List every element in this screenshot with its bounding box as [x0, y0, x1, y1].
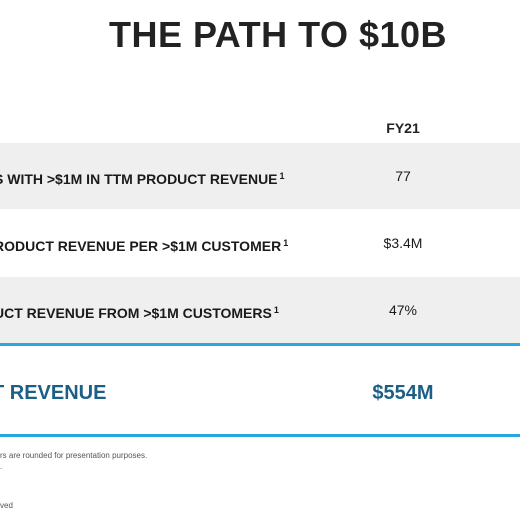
row-label: RODUCT REVENUE PER >$1M CUSTOMER 1	[0, 210, 288, 276]
footnote-mark: 1	[273, 305, 279, 315]
row-label-text: UCT REVENUE FROM >$1M CUSTOMERS	[0, 305, 272, 321]
footnote: .	[0, 462, 3, 471]
footnote-mark: 1	[279, 171, 285, 181]
row-label: UCT REVENUE FROM >$1M CUSTOMERS 1	[0, 277, 279, 343]
footnote: ved	[0, 501, 13, 510]
footnote-mark: 1	[283, 238, 289, 248]
table-row: UCT REVENUE FROM >$1M CUSTOMERS 1 47%	[0, 277, 520, 343]
total-label: T REVENUE	[0, 382, 107, 404]
total-value: $554M	[372, 382, 434, 404]
row-value: 77	[395, 168, 411, 184]
row-label-text: S WITH >$1M IN TTM PRODUCT REVENUE	[0, 171, 278, 187]
divider-top	[0, 343, 520, 346]
footnote: rs are rounded for presentation purposes…	[0, 451, 148, 460]
divider-bottom	[0, 434, 520, 437]
table-row: S WITH >$1M IN TTM PRODUCT REVENUE 1 77	[0, 143, 520, 209]
row-label: S WITH >$1M IN TTM PRODUCT REVENUE 1	[0, 143, 285, 209]
page-title: THE PATH TO $10B	[108, 14, 448, 55]
row-value: $3.4M	[383, 235, 423, 251]
column-header-fy21: FY21	[386, 120, 420, 136]
table-row: RODUCT REVENUE PER >$1M CUSTOMER 1 $3.4M	[0, 210, 520, 276]
row-label-text: RODUCT REVENUE PER >$1M CUSTOMER	[0, 238, 282, 254]
row-value: 47%	[388, 302, 418, 318]
